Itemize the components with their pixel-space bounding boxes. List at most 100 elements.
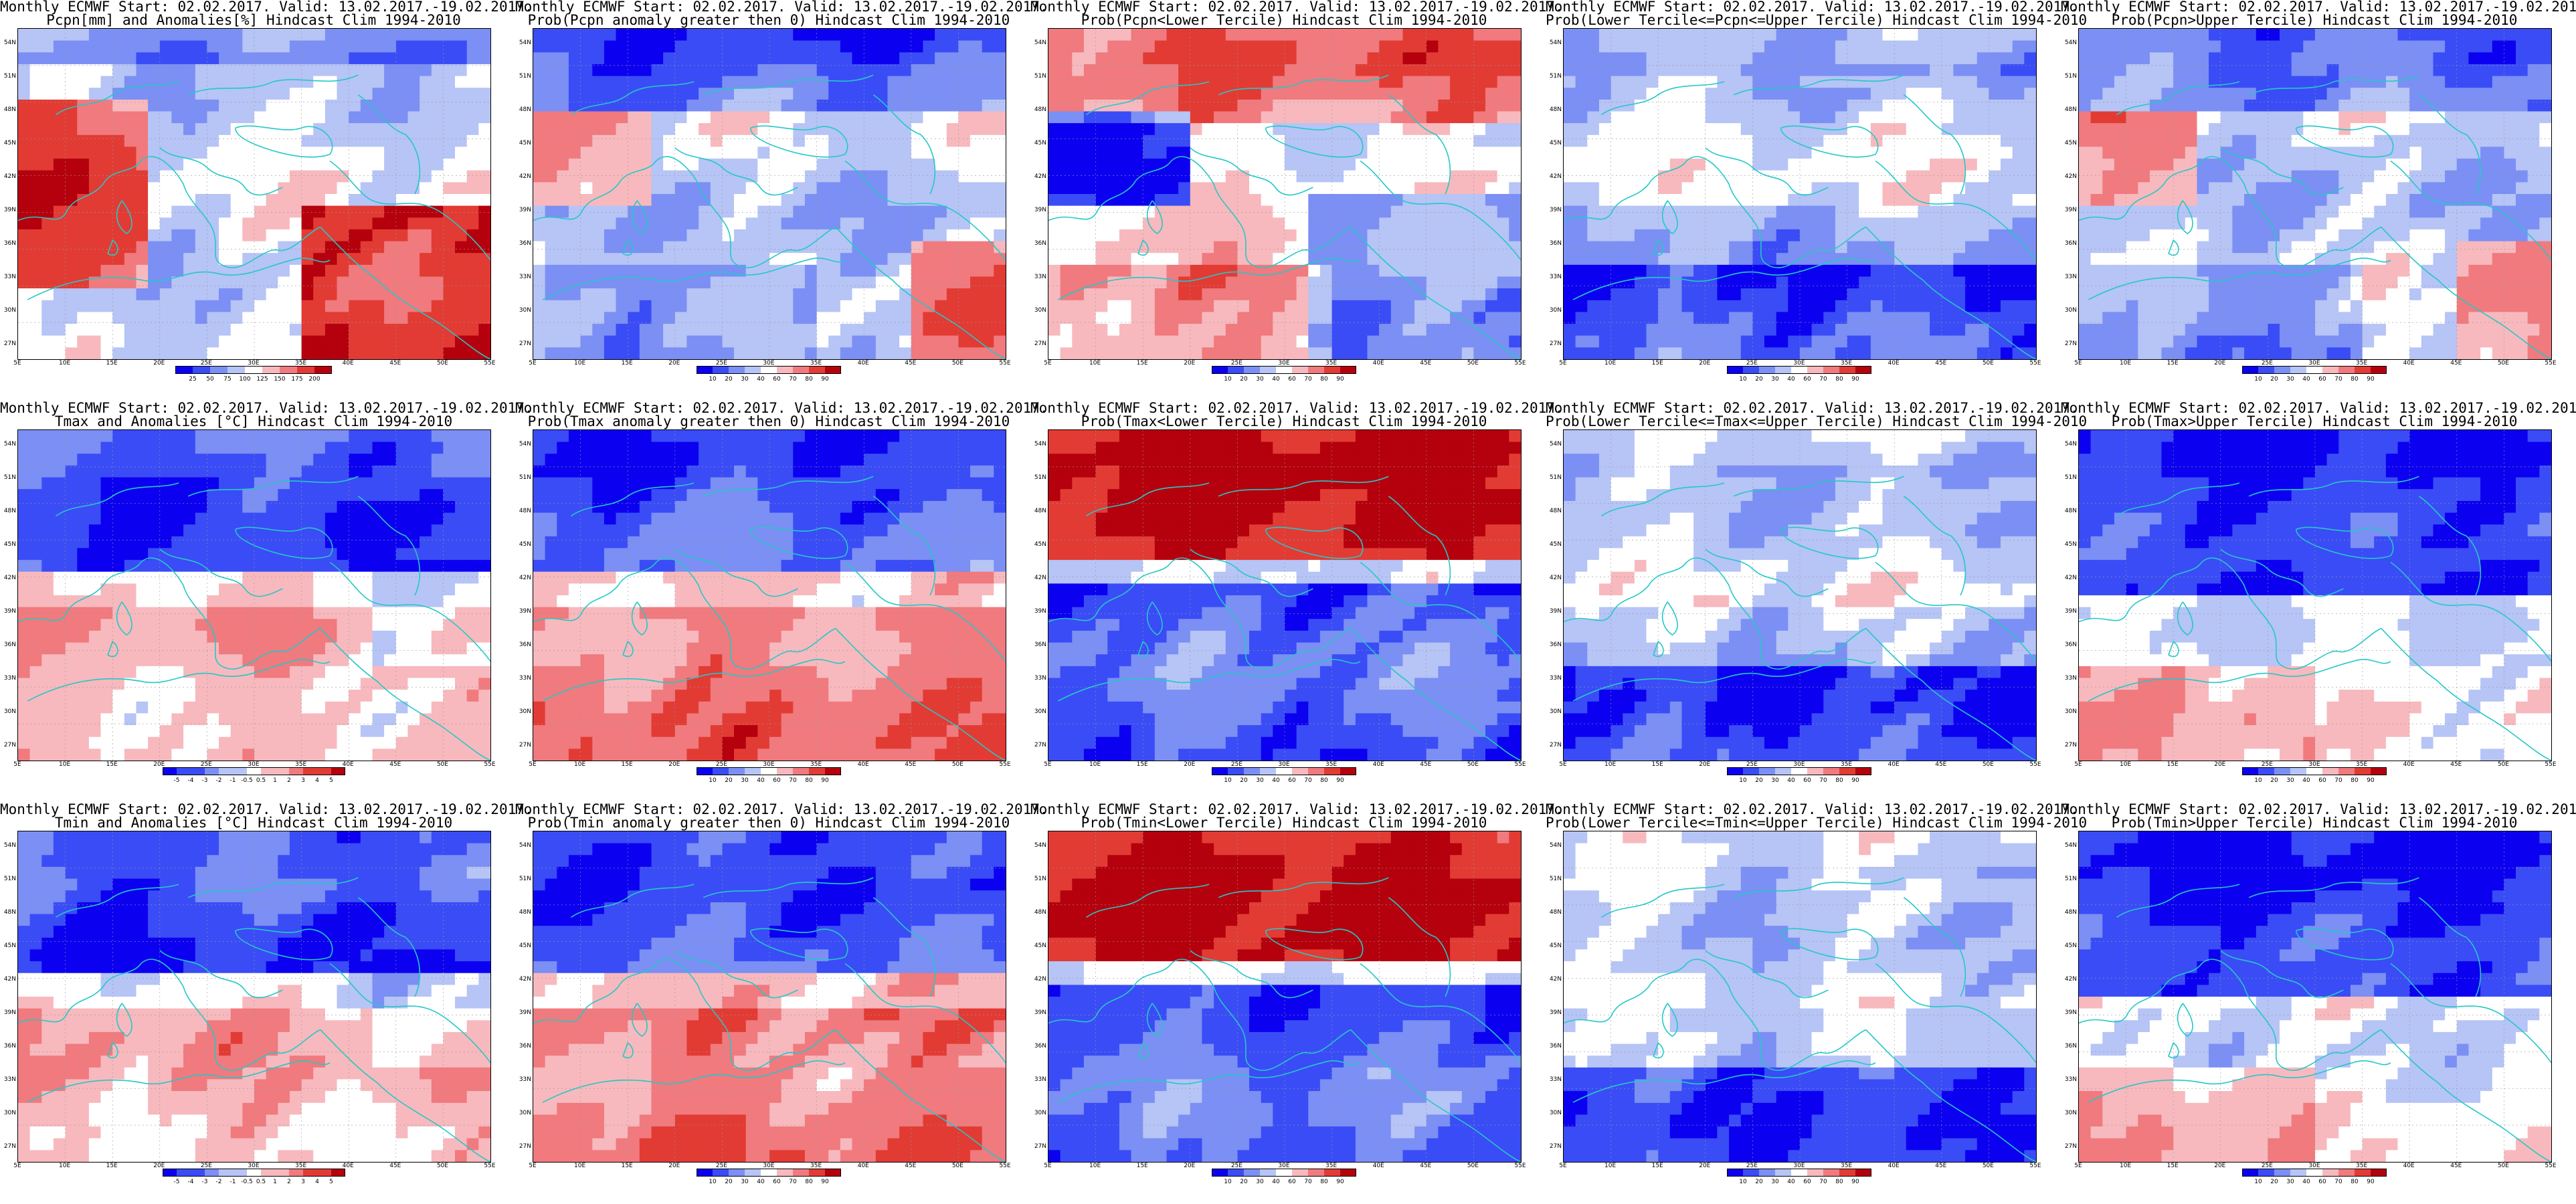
longitude-label: 15E [621,761,633,768]
map-field [533,29,1006,359]
latitude-label: 27N [1034,742,1046,748]
colorbar-tick-label: 3 [301,1179,305,1185]
colorbar-tick-label: 40 [2302,1179,2310,1185]
colorbar: 10 20 30 40 60 70 80 90 [1727,366,1871,386]
latitude-label: 36N [3,240,16,247]
colorbar-swatch [2355,1169,2371,1177]
longitude-label: 20E [1184,1163,1196,1169]
colorbar-swatch [1743,767,1759,775]
map-field [18,430,490,761]
longitude-label: 55E [2545,761,2557,768]
colorbar-swatch [219,1169,233,1177]
latitude-label: 36N [1034,1043,1046,1049]
panel-title-line2: Prob(Lower Tercile<=Pcpn<=Upper Tercile)… [1546,12,2088,28]
longitude-label: 55E [1514,761,1526,768]
colorbar-tick-label: 70 [1819,777,1827,784]
longitude-label: 35E [1841,360,1853,367]
colorbar-swatch [2306,1169,2322,1177]
longitude-label: 25E [1746,360,1758,367]
panel-title-line1: Monthly ECMWF Start: 02.02.2017. Valid: … [0,400,533,416]
longitude-label: 50E [2497,761,2509,768]
longitude-label: 15E [106,1163,118,1169]
colorbar-tick-label: 20 [725,777,733,784]
longitude-label: 40E [2403,360,2415,367]
latitude-label: 27N [519,742,531,748]
colorbar-tick-label: 20 [2270,376,2278,383]
latitude-label: 48N [3,508,16,514]
panel-title-line2: Prob(Tmax<Lower Tercile) Hindcast Clim 1… [1081,413,1487,429]
colorbar-tick-label: 90 [1851,777,1859,784]
map-frame [1563,429,2037,761]
colorbar-tick-label: 80 [1320,1179,1328,1185]
colorbar-tick-label: 5 [329,777,333,784]
latitude-label: 54N [1034,39,1046,46]
longitude-label: 50E [1982,761,1994,768]
colorbar-swatch [1244,1169,1260,1177]
colorbar: 10 20 30 40 60 70 80 90 [2242,366,2387,386]
latitude-label: 42N [3,173,16,180]
colorbar-swatch [1308,1169,1324,1177]
longitude-label: 25E [1746,1163,1758,1169]
longitude-label: 25E [2261,360,2273,367]
latitude-label: 48N [2064,508,2077,514]
latitude-label: 51N [519,474,531,481]
colorbar-tick-label: 40 [1787,1179,1795,1185]
longitude-label: 25E [2261,1163,2273,1169]
colorbar-swatch [314,366,332,374]
latitude-label: 54N [519,441,531,447]
latitude-label: 30N [3,708,16,715]
colorbar-swatch [193,366,210,374]
longitude-label: 45E [2450,360,2462,367]
colorbar-swatch [793,1169,809,1177]
colorbar-tick-label: -5 [173,777,180,784]
colorbar-swatch [745,1169,761,1177]
colorbar-swatch [1228,366,1244,374]
longitude-label: 45E [905,1163,917,1169]
colorbar-tick-label: 70 [1304,777,1312,784]
colorbar-tick-label: 20 [725,1179,733,1185]
colorbar-tick-label: 30 [2286,1179,2294,1185]
colorbar-swatch [777,1169,793,1177]
map-frame [2078,831,2552,1163]
latitude-label: 48N [519,909,531,916]
colorbar-tick-label: -5 [173,1179,180,1185]
latitude-label: 30N [519,1110,531,1116]
map-frame [17,28,491,360]
colorbar-tick-label: 200 [308,376,320,383]
longitude-label: 20E [2214,1163,2226,1169]
longitude-label: 35E [810,360,822,367]
colorbar-swatch [697,1169,713,1177]
colorbar-swatch [1292,767,1308,775]
colorbar-tick-label: 60 [1803,1179,1811,1185]
map-frame [17,831,491,1163]
latitude-label: 54N [2064,842,2077,849]
longitude-label: 15E [1136,761,1148,768]
colorbar-tick-label: 80 [2351,777,2359,784]
latitude-label: 39N [3,608,16,615]
colorbar-tick-label: 90 [2367,777,2375,784]
latitude-label: 27N [519,1143,531,1150]
latitude-label: 45N [2064,140,2077,146]
longitude-label: 50E [436,761,448,768]
forecast-panel-r2-c3: Monthly ECMWF Start: 02.02.2017. Valid: … [1546,803,2087,1204]
longitude-label: 35E [1325,360,1338,367]
latitude-label: 30N [1549,708,1562,715]
colorbar-tick-label: 60 [1803,777,1811,784]
colorbar-tick-label: 30 [741,1179,749,1185]
colorbar-tick-label: 30 [1771,1179,1779,1185]
panel-title-line2: Prob(Lower Tercile<=Tmax<=Upper Tercile)… [1546,413,2088,429]
latitude-label: 33N [3,675,16,682]
latitude-label: 36N [1034,641,1046,648]
latitude-label: 54N [1549,39,1562,46]
colorbar: 25 50 75 100 125 150 175 200 [175,366,332,386]
longitude-label: 25E [2261,761,2273,768]
latitude-label: 54N [1034,441,1046,447]
colorbar-swatch [177,767,191,775]
latitude-label: 42N [2064,575,2077,581]
longitude-label: 15E [2167,1163,2179,1169]
longitude-label: 15E [2167,761,2179,768]
forecast-panel-r2-c1: Monthly ECMWF Start: 02.02.2017. Valid: … [515,803,1048,1204]
panel-title-line2: Prob(Tmin anomaly greater then 0) Hindca… [527,815,1010,831]
longitude-label: 30E [763,360,775,367]
colorbar-swatch [825,767,841,775]
